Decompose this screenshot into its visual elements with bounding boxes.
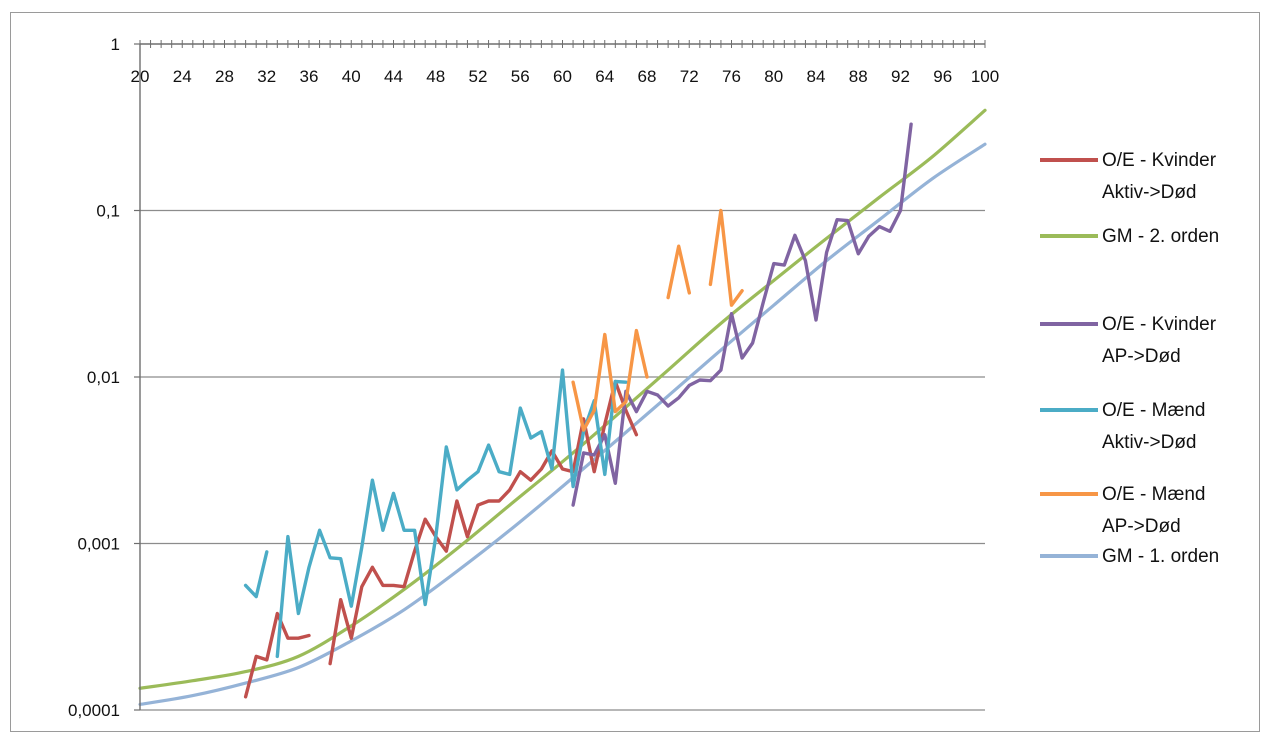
- legend: O/E - Kvinder Aktiv->Død GM - 2. orden O/E …: [1040, 150, 1219, 567]
- y-tick-label-4: 0,0001: [68, 701, 120, 720]
- x-tick-label-44: 44: [384, 67, 403, 86]
- legend-label-5-0: GM - 1. orden: [1102, 546, 1219, 567]
- y-tick-label-1: 0,1: [96, 202, 120, 221]
- legend-label-4-0: O/E - Mænd: [1102, 484, 1205, 505]
- y-tick-label-0: 1: [111, 35, 120, 54]
- y-tick-label-2: 0,01: [87, 368, 120, 387]
- legend-label-1-0: GM - 2. orden: [1102, 226, 1219, 247]
- x-tick-label-20: 20: [131, 67, 150, 86]
- x-tick-label-60: 60: [553, 67, 572, 86]
- x-tick-label-76: 76: [722, 67, 741, 86]
- series-5-line: [138, 142, 987, 706]
- legend-label-2-0: O/E - Kvinder: [1102, 314, 1217, 335]
- axes: 1 0,1 0,01 0,001 0,0001 20 24 28 32 36 40 44 48 52 56 6…: [68, 35, 999, 720]
- series-3-segment-1: [275, 368, 628, 659]
- series-4-segment-2: [708, 208, 744, 307]
- legend-label-0-1: Aktiv->Død: [1102, 182, 1197, 203]
- legend-label-3-0: O/E - Mænd: [1102, 400, 1205, 421]
- x-tick-label-28: 28: [215, 67, 234, 86]
- x-tick-label-80: 80: [764, 67, 783, 86]
- series-3-segment-0: [243, 550, 269, 599]
- x-tick-label-52: 52: [469, 67, 488, 86]
- series-1-line: [138, 108, 987, 690]
- series-2-segment-0: [571, 122, 913, 507]
- x-tick-label-96: 96: [933, 67, 952, 86]
- x-tick-label-48: 48: [426, 67, 445, 86]
- x-tick-label-88: 88: [849, 67, 868, 86]
- legend-label-2-1: AP->Død: [1102, 346, 1181, 367]
- series-0-segment-1: [328, 379, 639, 666]
- x-tick-label-40: 40: [342, 67, 361, 86]
- x-tick-label-56: 56: [511, 67, 530, 86]
- x-tick-label-64: 64: [595, 67, 614, 86]
- series-0-segment-0: [243, 611, 311, 699]
- x-tick-label-72: 72: [680, 67, 699, 86]
- x-tick-label-100: 100: [971, 67, 999, 86]
- y-tick-label-3: 0,001: [77, 535, 120, 554]
- series-4-segment-1: [666, 244, 691, 300]
- x-tick-label-92: 92: [891, 67, 910, 86]
- x-tick-label-24: 24: [173, 67, 192, 86]
- x-tick-label-84: 84: [807, 67, 826, 86]
- legend-label-4-1: AP->Død: [1102, 516, 1181, 537]
- x-tick-label-32: 32: [257, 67, 276, 86]
- x-tick-label-68: 68: [638, 67, 657, 86]
- series-4-segment-0: [571, 328, 649, 432]
- legend-label-0-0: O/E - Kvinder: [1102, 150, 1217, 171]
- chart-frame: [10, 12, 1260, 732]
- x-tick-label-36: 36: [300, 67, 319, 86]
- plot-lines: [138, 108, 987, 706]
- legend-label-3-1: Aktiv->Død: [1102, 432, 1197, 453]
